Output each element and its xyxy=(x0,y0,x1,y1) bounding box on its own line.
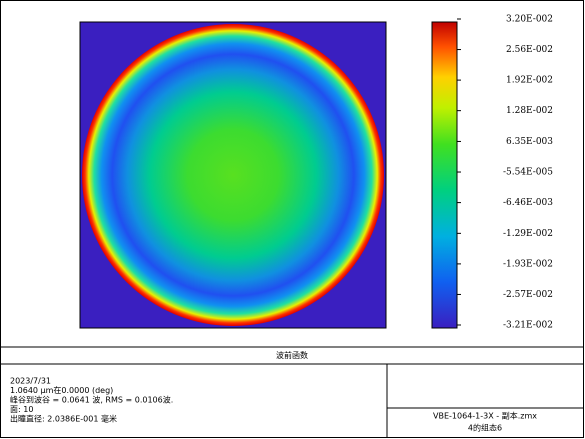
file-name: VBE-1064-1-3X - 副本.zmx xyxy=(433,411,537,421)
info-line: 峰谷到波谷 = 0.0641 波, RMS = 0.0106波. xyxy=(10,395,173,405)
colorbar-label: -3.21E-002 xyxy=(503,321,553,331)
info-line: 2023/7/31 xyxy=(10,377,51,386)
info-line: 面: 10 xyxy=(10,405,33,414)
wavefront-map xyxy=(82,24,384,326)
colorbar-label: 6.35E-003 xyxy=(506,137,553,147)
colorbar-label: -1.93E-002 xyxy=(503,259,553,269)
colorbar-label: -6.46E-003 xyxy=(503,198,553,208)
colorbar-label: 1.92E-002 xyxy=(506,76,553,86)
colorbar-label: 2.56E-002 xyxy=(506,45,553,55)
colorbar-label: -1.29E-002 xyxy=(503,229,553,239)
colorbar-label: 1.28E-002 xyxy=(506,106,553,116)
config: 4的组态6 xyxy=(468,423,502,433)
colorbar xyxy=(431,21,458,329)
info-line: 1.0640 µm在0.0000 (deg) xyxy=(10,385,113,395)
panel-title: 波前函数 xyxy=(276,350,308,360)
colorbar-label: 3.20E-002 xyxy=(506,15,553,25)
colorbar-label: -2.57E-002 xyxy=(503,290,553,300)
info-line: 出瞳直径: 2.0386E-001 毫米 xyxy=(10,414,117,424)
colorbar-label: -5.54E-005 xyxy=(503,168,553,178)
